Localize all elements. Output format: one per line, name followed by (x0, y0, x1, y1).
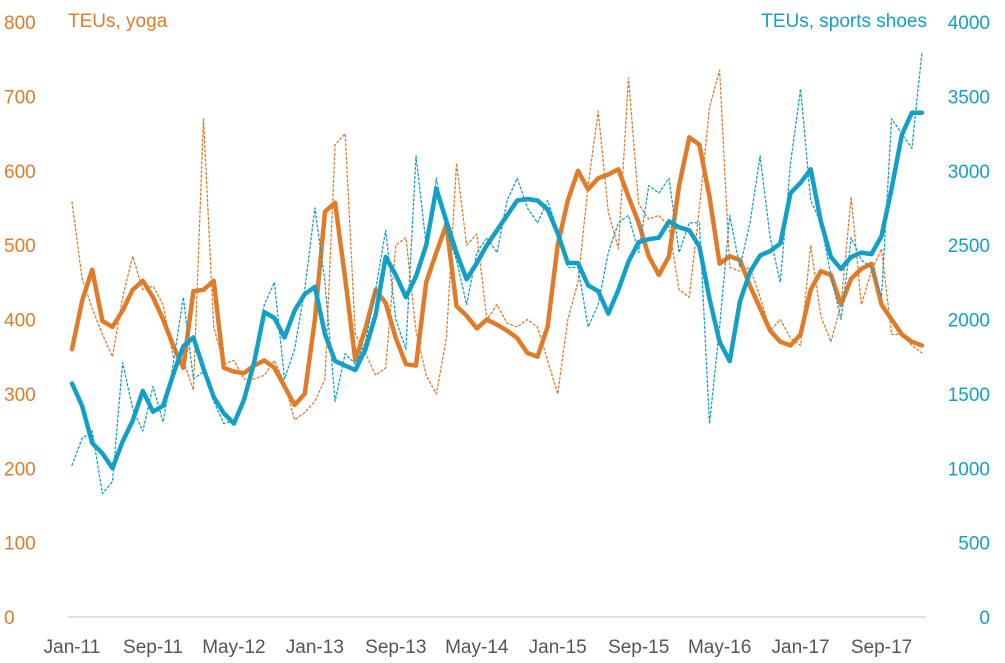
left-y-axis: 0 100 200 300 400 500 600 700 800 (4, 13, 36, 629)
right-y-tick-label: 500 (958, 534, 990, 555)
x-tick-label: Jan-17 (772, 637, 830, 658)
right-y-tick-label: 2500 (948, 236, 990, 257)
x-tick-label: Sep-17 (851, 637, 912, 658)
right-y-tick-label: 4000 (948, 13, 990, 34)
left-y-tick-label: 700 (4, 87, 36, 108)
right-y-tick-label: 1000 (948, 459, 990, 480)
x-tick-label: Jan-13 (286, 637, 344, 658)
left-y-tick-label: 400 (4, 311, 36, 332)
x-tick-label: Sep-13 (365, 637, 426, 658)
x-tick-label: May-16 (688, 637, 751, 658)
left-y-tick-label: 300 (4, 385, 36, 406)
left-y-tick-label: 0 (4, 608, 15, 629)
right-y-tick-label: 0 (979, 608, 990, 629)
x-tick-label: May-12 (202, 637, 265, 658)
right-axis-title: TEUs, sports shoes (761, 11, 927, 32)
left-axis-title: TEUs, yoga (68, 11, 168, 32)
right-y-axis: 0 500 1000 1500 2000 2500 3000 3500 4000 (948, 13, 990, 629)
x-tick-label: May-14 (445, 637, 509, 658)
shoes-monthly-series-line (71, 51, 923, 495)
x-tick-label: Jan-11 (44, 637, 101, 658)
x-tick-label: Sep-11 (123, 637, 183, 658)
right-y-tick-label: 3500 (948, 87, 990, 108)
right-y-tick-label: 3000 (948, 162, 990, 183)
yoga-moving-average-series-line (69, 135, 925, 408)
series-layer (69, 51, 925, 495)
left-y-tick-label: 200 (4, 459, 36, 480)
right-y-tick-label: 1500 (948, 385, 990, 406)
left-y-tick-label: 500 (4, 236, 36, 257)
yoga-monthly-series-line (71, 69, 923, 421)
x-tick-label: Jan-15 (529, 637, 587, 658)
left-y-tick-label: 800 (4, 13, 36, 34)
left-y-tick-label: 600 (4, 162, 36, 183)
left-y-tick-label: 100 (4, 534, 36, 555)
right-y-tick-label: 2000 (948, 311, 990, 332)
shoes-moving-average-series-line (69, 110, 925, 471)
x-axis: Jan-11 Sep-11 May-12 Jan-13 Sep-13 May-14 Jan-… (44, 637, 913, 658)
x-tick-label: Sep-15 (608, 637, 669, 658)
